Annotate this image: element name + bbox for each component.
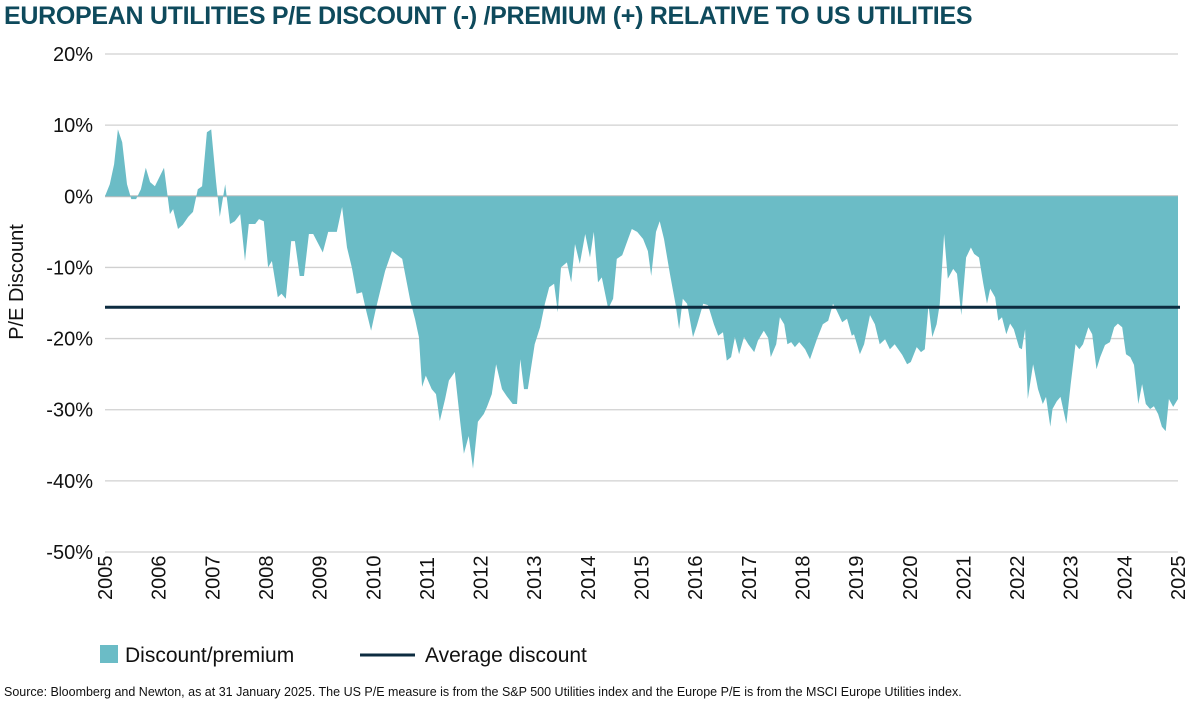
x-tick-label: 2014 [578, 556, 600, 601]
x-tick-label: 2025 [1168, 556, 1190, 601]
x-tick-label: 2005 [95, 556, 117, 601]
legend-label-average-discount: Average discount [425, 644, 587, 667]
x-tick-label: 2006 [149, 556, 171, 601]
y-tick-label: -20% [46, 329, 93, 351]
x-tick-label: 2011 [417, 557, 439, 600]
y-tick-label: 10% [53, 115, 93, 137]
legend: Discount/premium Average discount [100, 644, 587, 667]
x-tick-label: 2012 [471, 556, 493, 601]
legend-label-discount-premium: Discount/premium [125, 644, 294, 667]
x-tick-label: 2022 [1007, 556, 1029, 601]
x-tick-label: 2008 [256, 556, 278, 601]
y-tick-label: -10% [46, 257, 93, 279]
y-tick-label: -40% [46, 471, 93, 493]
chart-title: EUROPEAN UTILITIES P/E DISCOUNT (-) /PRE… [4, 2, 973, 30]
x-tick-label: 2007 [202, 556, 224, 601]
x-tick-label: 2013 [524, 556, 546, 601]
y-tick-label: 20% [53, 44, 93, 66]
x-tick-label: 2017 [739, 556, 761, 601]
y-tick-label: 0% [64, 186, 93, 208]
y-tick-label: -30% [46, 400, 93, 422]
x-tick-label: 2021 [953, 556, 975, 601]
x-tick-label: 2019 [846, 556, 868, 601]
x-tick-label: 2018 [792, 556, 814, 601]
legend-swatch-discount-premium [100, 645, 118, 663]
x-tick-label: 2020 [900, 556, 922, 601]
y-axis-label: P/E Discount [6, 224, 28, 340]
discount-premium-area [105, 129, 1178, 469]
x-tick-label: 2016 [685, 556, 707, 601]
x-tick-label: 2024 [1114, 556, 1136, 601]
x-tick-label: 2010 [363, 556, 385, 601]
x-tick-label: 2023 [1061, 556, 1083, 601]
y-tick-label: -50% [46, 542, 93, 564]
source-note: Source: Bloomberg and Newton, as at 31 J… [4, 685, 962, 699]
x-tick-label: 2009 [310, 556, 332, 601]
x-tick-label: 2015 [632, 556, 654, 601]
